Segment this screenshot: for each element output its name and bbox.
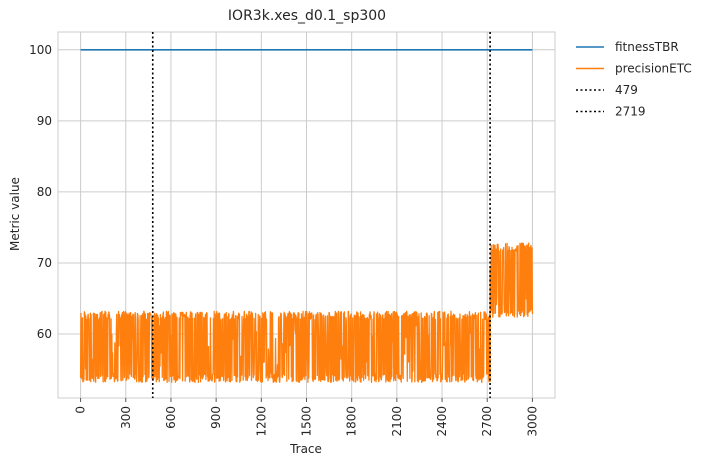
- series-line-precisionETC: [79, 242, 534, 384]
- x-tick-label: 1500: [300, 406, 314, 437]
- x-tick-label: 2700: [480, 406, 494, 437]
- series-layer: [79, 48, 534, 384]
- y-tick-label: 100: [29, 43, 52, 57]
- x-tick-label: 3000: [525, 406, 539, 437]
- y-axis: 60 70 80 90 100: [29, 43, 52, 341]
- legend: fitnessTBR precisionETC 479 2719: [576, 40, 692, 119]
- legend-label: 479: [615, 83, 638, 97]
- legend-label: precisionETC: [615, 62, 692, 76]
- x-tick-label: 0: [74, 406, 88, 414]
- x-tick-label: 600: [164, 406, 178, 429]
- x-tick-label: 2400: [435, 406, 449, 437]
- y-tick-label: 90: [37, 114, 52, 128]
- legend-label: 2719: [615, 105, 646, 119]
- x-tick-label: 900: [209, 406, 223, 429]
- x-tick-label: 300: [119, 406, 133, 429]
- chart-title: IOR3k.xes_d0.1_sp300: [228, 8, 386, 24]
- y-tick-label: 80: [37, 185, 52, 199]
- y-tick-label: 70: [37, 256, 52, 270]
- x-axis: 0 300 600 900 1200 1500 1800 2100 2400 2700 3000: [74, 398, 539, 437]
- x-tick-label: 2100: [390, 406, 404, 437]
- x-axis-label: Trace: [289, 442, 322, 456]
- x-tick-label: 1200: [254, 406, 268, 437]
- x-tick-label: 1800: [345, 406, 359, 437]
- y-axis-label: Metric value: [8, 177, 22, 251]
- legend-label: fitnessTBR: [615, 40, 679, 54]
- y-tick-label: 60: [37, 327, 52, 341]
